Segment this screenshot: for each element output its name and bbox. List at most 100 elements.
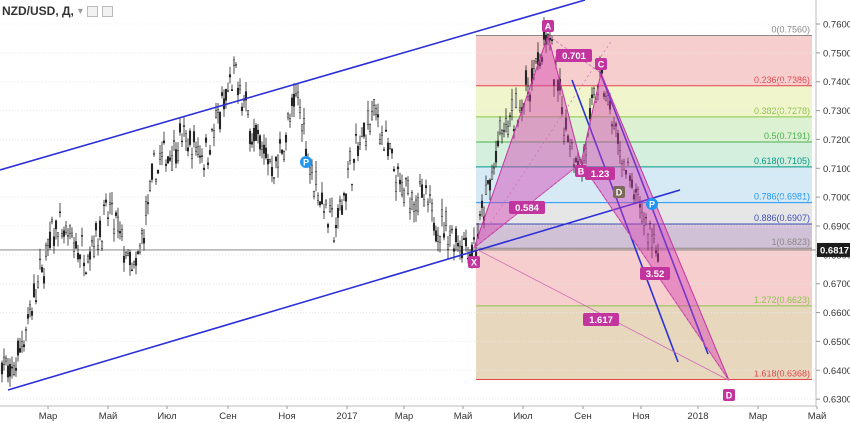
candle-body	[318, 201, 322, 206]
candle-body	[100, 240, 104, 249]
candle-body	[152, 152, 156, 155]
candle-body	[312, 191, 316, 197]
candle-body	[634, 188, 638, 193]
pattern-ratio-marker	[583, 313, 619, 326]
candle-body	[136, 251, 140, 255]
candle-body	[144, 201, 148, 216]
fib-level-label: 1(0.6823)	[771, 237, 810, 247]
candle-body	[508, 115, 512, 117]
candle-body	[126, 253, 130, 257]
time-tick-label: Мар	[395, 411, 414, 422]
trend-channel[interactable]	[0, 0, 709, 391]
candle-body	[538, 62, 542, 67]
candle-body	[322, 211, 326, 213]
chevron-down-icon[interactable]: ▾	[77, 5, 83, 17]
time-tick-label: Июл	[513, 411, 532, 422]
candle-body	[244, 91, 248, 101]
candle-body	[384, 129, 388, 132]
candle-body	[190, 154, 194, 160]
candle-body	[648, 223, 652, 225]
time-tick-label: Ноя	[278, 411, 295, 422]
candle-body	[378, 139, 382, 144]
candle-body	[334, 224, 338, 229]
candle-body	[618, 150, 622, 157]
pattern-labels: X A B C D 0.701 1.23 0.584 3.52 1.617 P P D	[300, 20, 735, 401]
candle-body	[620, 163, 624, 177]
candle-body	[118, 231, 122, 234]
candle-body	[192, 131, 196, 143]
candle-body	[562, 135, 566, 142]
candle-body	[654, 250, 658, 254]
price-tick-label: 0.7600	[823, 20, 850, 31]
candle-body	[82, 262, 86, 267]
price-axis[interactable]: 0.7600 0.7500 0.7400 0.7300 0.7200 0.7100 0.70…	[815, 0, 850, 406]
candle-body	[170, 155, 174, 171]
candle-body	[66, 235, 70, 237]
candle-body	[110, 202, 114, 205]
candle-body	[38, 258, 42, 261]
candle-body	[120, 229, 124, 237]
candle-body	[640, 211, 644, 222]
time-tick-label: Май	[808, 411, 827, 422]
candle-body	[528, 94, 532, 102]
candle-body	[588, 108, 592, 120]
candle-body	[212, 130, 216, 138]
candle-body	[236, 87, 240, 96]
candle-body	[224, 88, 228, 101]
candle-body	[368, 124, 372, 133]
candle-body	[316, 195, 320, 201]
candle-body	[440, 209, 444, 217]
candle-body	[472, 237, 476, 240]
fib-level-label: 0(0.7560)	[771, 25, 810, 35]
fibonacci-retracement[interactable]: 0(0.7560) 0.236(0.7386) 0.382(0.7278) 0.5(0…	[476, 25, 812, 381]
fib-level-label: 0.382(0.7278)	[754, 106, 810, 116]
candle-body	[346, 168, 350, 170]
candle-body	[338, 199, 342, 202]
candle-body	[394, 182, 398, 192]
close-icon[interactable]	[101, 5, 113, 17]
candle-body	[98, 220, 102, 238]
candle-body	[264, 147, 268, 159]
candle-body	[392, 169, 396, 172]
candle-body	[484, 184, 488, 195]
candle-body	[632, 194, 636, 200]
candle-body	[48, 231, 52, 248]
fib-level-label: 1.618(0.6368)	[754, 369, 810, 379]
candle-body	[78, 254, 82, 260]
candle-body	[404, 177, 408, 180]
candle-body	[344, 193, 348, 202]
time-axis[interactable]: Мар Май Июл Сен Ноя 2017 Мар Май Июл Сен Ноя 2018 Ма…	[0, 405, 850, 423]
time-tick-label: Июл	[157, 411, 176, 422]
chart-toolbar: NZD/USD, Д, ▾	[2, 2, 113, 20]
candle-body	[324, 200, 328, 205]
candle-body	[122, 255, 126, 263]
candle-body	[166, 156, 170, 164]
candle-body	[86, 255, 90, 263]
candle-body	[54, 220, 58, 230]
candle-body	[416, 197, 420, 212]
marker-label: D	[616, 188, 623, 198]
candle-body	[24, 329, 28, 331]
fib-band	[476, 305, 812, 380]
candle-body	[128, 251, 132, 266]
candle-body	[134, 258, 138, 266]
candle-body	[52, 236, 56, 246]
fib-level-label: 0.618(0.7105)	[754, 156, 810, 166]
symbol-title[interactable]: NZD/USD, Д,	[2, 4, 74, 18]
pattern-ratio-label: 1.617	[589, 315, 613, 326]
candle-body	[108, 202, 112, 205]
candle-body	[184, 133, 188, 142]
candle-body	[96, 245, 100, 250]
candle-body	[270, 166, 274, 177]
candle-body	[390, 148, 394, 154]
settings-icon[interactable]	[86, 5, 98, 17]
time-tick-label: Сен	[574, 411, 591, 422]
candle-body	[406, 180, 410, 194]
candle-body	[90, 239, 94, 243]
ratio-line-ext	[473, 39, 613, 249]
candle-body	[160, 152, 164, 157]
pattern-point-marker	[468, 256, 480, 268]
candle-body	[304, 148, 308, 157]
candle-body	[506, 126, 510, 135]
